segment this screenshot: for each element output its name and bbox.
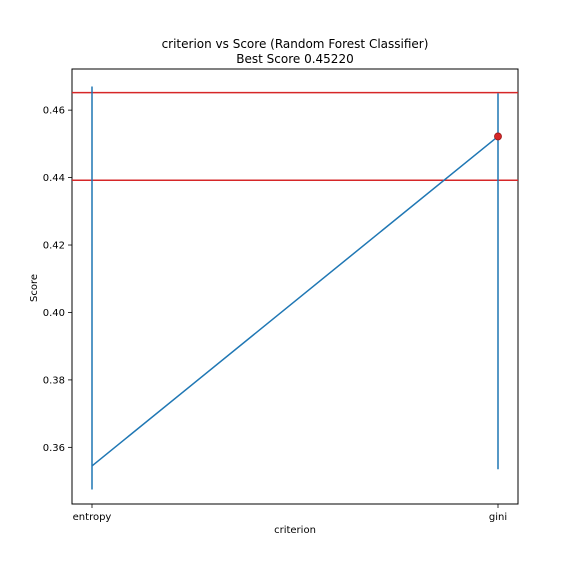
points	[494, 132, 502, 141]
x-axis-ticks: entropy gini	[73, 504, 507, 523]
y-tick-label: 0.46	[43, 106, 65, 117]
chart-title: criterion vs Score (Random Forest Classi…	[162, 37, 429, 51]
series-lines	[91, 135, 499, 467]
error-bars	[91, 86, 499, 490]
y-tick-label: 0.40	[43, 308, 65, 319]
y-tick-label: 0.42	[43, 241, 65, 252]
x-axis-label: criterion	[274, 525, 316, 536]
y-tick-label: 0.44	[43, 173, 65, 184]
series-line-0	[91, 135, 499, 467]
best-score-point	[494, 132, 502, 141]
x-tick-label-entropy: entropy	[73, 512, 112, 523]
x-tick-label-gini: gini	[489, 512, 507, 523]
chart-subtitle: Best Score 0.45220	[236, 52, 353, 66]
y-tick-label: 0.38	[43, 375, 65, 386]
y-axis-label: Score	[29, 274, 40, 302]
y-axis-ticks: 0.36 0.38 0.40 0.42 0.44 0.46	[43, 106, 72, 454]
plot-area-frame	[71, 68, 519, 505]
y-tick-label: 0.36	[43, 443, 65, 454]
